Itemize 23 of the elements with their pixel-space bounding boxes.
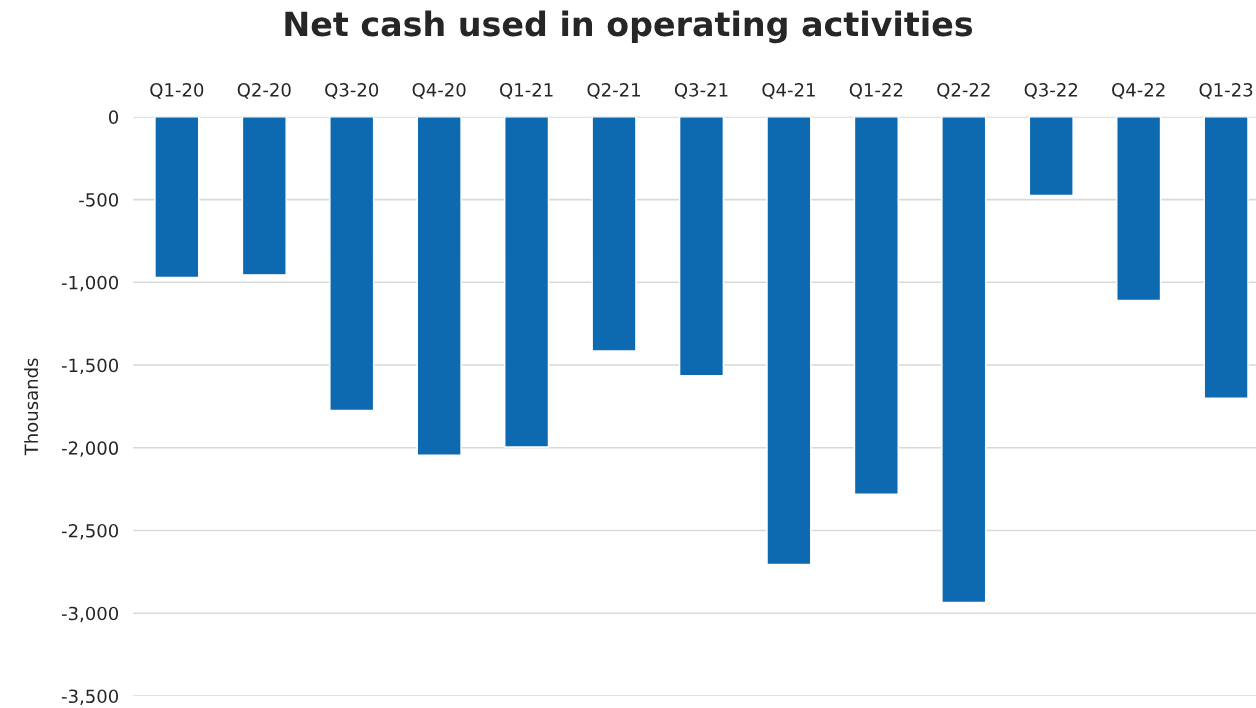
x-tick-label: Q3-22 (1024, 83, 1078, 99)
x-tick-label: Q4-22 (1112, 83, 1165, 99)
y-tick-label: -1,500 (61, 358, 119, 374)
y-tick-label: -2,500 (61, 523, 119, 540)
y-tick-label: 0 (108, 110, 119, 124)
y-axis-title: Thousands (24, 358, 39, 456)
x-tick-label: Q4-21 (762, 83, 815, 99)
x-tick-label: Q4-20 (412, 83, 466, 99)
x-tick-label: Q1-23 (1199, 83, 1253, 99)
x-tick-label: Q1-21 (500, 83, 553, 99)
y-tick-label: -3,500 (61, 689, 119, 705)
chart-title: Net cash used in operating activities (285, 10, 973, 44)
y-tick-label: -500 (79, 193, 119, 207)
x-tick-label: Q2-20 (237, 83, 291, 99)
x-tick-label: Q3-21 (674, 83, 728, 99)
x-tick-label: Q2-22 (937, 83, 990, 99)
y-tick-label: -2,000 (61, 441, 119, 457)
x-tick-label: Q2-21 (587, 83, 640, 99)
x-tick-label: Q1-22 (849, 83, 903, 99)
x-tick-label: Q1-20 (150, 83, 204, 99)
y-tick-label: -3,000 (61, 606, 119, 623)
y-tick-label: -1,000 (61, 275, 119, 292)
x-tick-label: Q3-20 (325, 83, 379, 99)
